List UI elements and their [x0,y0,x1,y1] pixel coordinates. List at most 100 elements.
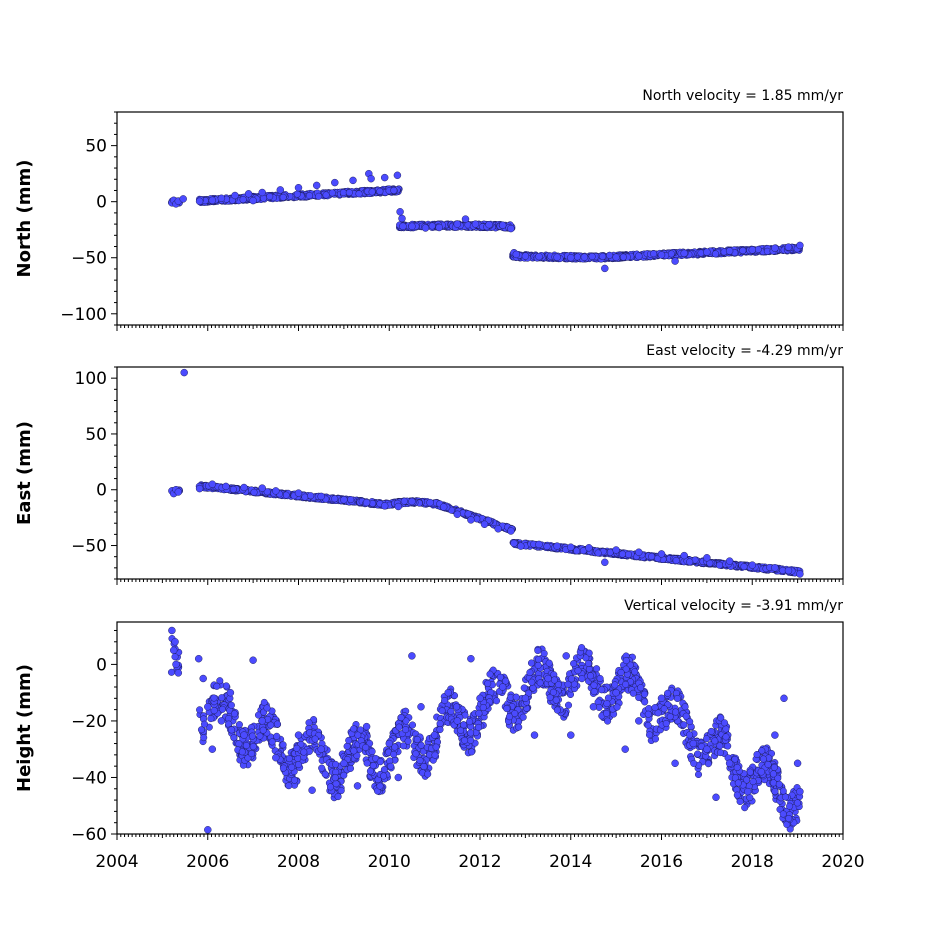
north-data-point [276,186,285,194]
north-plot-frame [116,111,844,326]
east-data-point [174,488,183,496]
north-observation-point [390,186,398,194]
east-observation-point [543,542,551,551]
height-observation-point [259,726,267,734]
height-observation-point [527,659,536,667]
height-xtick-label: 2004 [95,852,138,872]
north-observation-point [428,222,436,230]
north-data-point [380,173,389,182]
east-data-point [494,525,502,533]
height-xtick-label: 2018 [731,852,774,872]
height-observation-point [468,748,476,756]
height-xtick-label: 2020 [821,852,864,872]
height-observation-point [235,721,243,729]
north-observation-point [599,252,607,260]
north-data-point [312,181,321,190]
height-observation-point [644,721,652,729]
east-data-point [180,368,188,377]
east-observation-point [301,493,309,501]
east-observation-point [307,492,315,500]
north-data-point [471,220,480,228]
north-observation-point [322,191,330,199]
north-observation-point [315,192,323,200]
north-observation-point [376,187,384,195]
height-observation-point [651,735,660,743]
height-observation-point [564,680,572,688]
north-data-point [635,252,643,260]
height-observation-point [764,760,772,769]
north-observation-point [266,192,274,201]
north-data-point [208,196,217,205]
north-data-point [393,171,402,180]
east-data-point [553,542,561,550]
height-xtick-label: 2006 [186,852,229,872]
east-data-point [439,503,448,511]
east-data-point [796,570,804,578]
north-observation-point [573,253,581,261]
north-ytick-label: 50 [85,137,107,157]
height-observation-point [519,713,527,721]
north-data-point [553,253,561,261]
east-data-point [635,548,643,556]
height-observation-point [535,655,543,664]
north-observation-point [606,251,614,259]
east-data-point [507,527,515,535]
height-observation-point [222,682,230,690]
height-xtick-label: 2016 [640,852,683,872]
north-data-point [349,176,357,185]
height-observation-point [390,750,398,758]
north-ytick-label: 0 [96,193,107,213]
east-observation-point [331,495,339,503]
north-data-point [179,195,187,203]
north-data-point [796,241,804,250]
north-data-point [461,215,470,223]
east-observation-point [686,558,694,566]
height-xtick-label: 2014 [549,852,592,872]
east-observation-point [400,497,408,505]
east-panel: East velocity = -4.29 mm/yr East (mm) −50 0… [14,343,844,585]
height-observation-point [416,756,424,765]
east-data-point [380,502,389,510]
height-observation-point [694,770,703,779]
height-observation-point [779,810,787,818]
height-observation-point [662,719,670,728]
height-observation-point [540,649,548,658]
height-observation-point [635,693,643,702]
east-ytick-label: −50 [71,537,107,557]
east-data-point [612,546,620,554]
east-data-point [272,487,280,495]
height-observation-point [227,701,235,709]
height-axis-label: Height (mm) [14,664,35,792]
east-data-point [340,496,348,504]
height-observation-point [673,694,681,703]
north-observation-point [711,250,720,258]
north-data-point [535,252,543,261]
east-data-point [317,492,325,501]
north-observation-point [355,190,363,198]
height-observation-point [681,703,689,711]
east-ytick-label: 50 [85,425,107,445]
east-plot-frame [116,366,844,580]
east-data-point [394,502,403,511]
north-data-point [217,194,226,203]
east-data-point [657,550,666,558]
east-series [168,368,804,578]
height-observation-point [520,684,528,692]
east-observation-point [715,561,724,569]
east-data-point [510,539,518,548]
north-data-point [703,248,711,256]
east-observation-point [648,552,656,561]
east-data-point [426,498,434,507]
north-observation-point [619,253,627,261]
east-observation-point [229,485,237,493]
north-observation-point [588,252,596,261]
east-observation-point [618,550,627,558]
north-ytick-label: −50 [71,249,107,269]
height-observation-point [741,804,749,812]
north-data-point [512,250,521,259]
north-observation-point [339,189,347,197]
height-observation-point [447,707,455,715]
north-observation-point [739,247,747,255]
height-observation-point [424,770,432,778]
